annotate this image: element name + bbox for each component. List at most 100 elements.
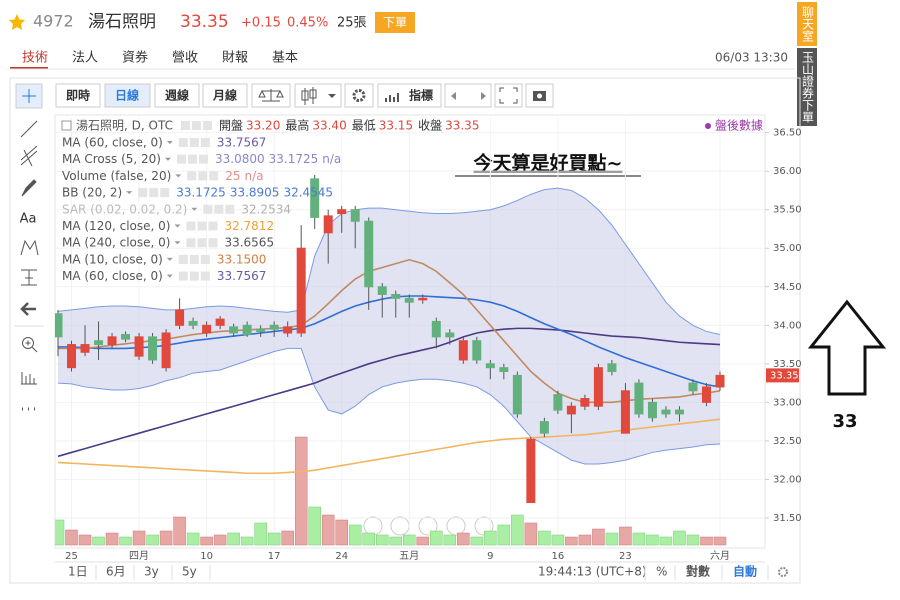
legend-icon[interactable] <box>189 271 199 281</box>
legend-dropdown[interactable] <box>174 224 181 228</box>
tab[interactable]: 基本 <box>272 51 298 66</box>
legend-icon[interactable] <box>200 271 210 281</box>
legend-icon[interactable] <box>178 271 188 281</box>
legend-icon[interactable] <box>189 254 199 264</box>
legend-icon[interactable] <box>187 154 197 164</box>
zoom-in[interactable] <box>390 516 410 536</box>
volume-bar <box>686 534 700 546</box>
legend-icon[interactable] <box>160 188 170 198</box>
volume-bar <box>497 524 511 546</box>
candle-body <box>202 324 212 334</box>
tab[interactable]: 財報 <box>222 51 248 66</box>
x-tick-label: 10 <box>200 551 213 562</box>
daily-button[interactable] <box>104 83 151 108</box>
footer-settings[interactable] <box>778 567 788 577</box>
legend-icon[interactable] <box>198 171 208 181</box>
pattern-tool[interactable] <box>20 239 39 256</box>
legend-dropdown[interactable] <box>175 174 182 178</box>
legend-icon[interactable] <box>178 138 188 147</box>
legend-icon[interactable] <box>138 188 148 198</box>
legend-dropdown[interactable] <box>174 241 181 245</box>
volume-bar <box>632 532 646 546</box>
legend-icon[interactable] <box>186 221 196 231</box>
measure-tool[interactable] <box>21 269 37 286</box>
y-tick-label: 35.00 <box>773 243 802 254</box>
chat-button[interactable] <box>797 2 817 46</box>
range-button[interactable]: 1日 <box>68 565 88 579</box>
legend-icon[interactable] <box>214 204 224 214</box>
volume-bar <box>55 519 65 546</box>
percent-toggle[interactable]: % <box>656 565 667 579</box>
legend-icon[interactable] <box>209 171 219 181</box>
legend-icon[interactable] <box>225 204 235 214</box>
legend-icon[interactable] <box>203 204 213 214</box>
chart-style-button[interactable] <box>294 83 342 108</box>
weekly-button[interactable] <box>154 83 200 108</box>
legend-icon[interactable] <box>189 138 199 147</box>
candle-body <box>121 334 131 340</box>
brush-tool[interactable] <box>21 179 37 197</box>
tab[interactable]: 營收 <box>172 51 198 66</box>
legend-icon[interactable] <box>197 238 207 248</box>
legend-icon[interactable] <box>200 254 210 264</box>
undo-redo-button[interactable] <box>444 83 492 108</box>
timestamp: 06/03 13:30 <box>715 51 788 65</box>
legend-icon[interactable] <box>180 121 190 130</box>
realtime-button[interactable] <box>55 83 101 108</box>
candle-body <box>688 382 698 392</box>
legend-icon[interactable] <box>176 154 186 164</box>
legend-icon[interactable] <box>208 221 218 231</box>
legend-dropdown[interactable] <box>166 257 173 261</box>
plot <box>55 118 765 548</box>
candle-body <box>55 313 63 338</box>
zoom-out[interactable] <box>363 516 383 536</box>
remove-tool[interactable] <box>20 302 36 316</box>
fib-tool[interactable] <box>20 145 38 167</box>
tab[interactable]: 法人 <box>72 51 98 66</box>
legend-icon[interactable] <box>186 238 196 248</box>
legend-icon[interactable] <box>149 188 159 198</box>
legend-dropdown[interactable] <box>166 141 173 144</box>
volume-bar <box>159 530 173 546</box>
monthly-button[interactable] <box>202 83 248 108</box>
auto-toggle[interactable]: 自動 <box>733 564 757 579</box>
after-hours[interactable]: 盤後數據 <box>715 119 763 133</box>
fullscreen-button[interactable] <box>494 83 523 108</box>
ruler-tool[interactable] <box>21 372 37 385</box>
log-toggle[interactable]: 對數 <box>686 564 710 579</box>
reset[interactable] <box>418 516 438 536</box>
legend-icon[interactable] <box>198 154 208 164</box>
star-icon[interactable] <box>9 14 25 30</box>
legend-row-name: MA (60, close, 0) <box>62 136 163 150</box>
legend-dropdown[interactable] <box>164 157 171 161</box>
volume-bar <box>578 534 592 546</box>
legend-icon[interactable] <box>200 138 210 147</box>
scroll-left[interactable] <box>446 516 466 536</box>
scroll-right[interactable] <box>474 516 494 536</box>
range-button[interactable]: 3y <box>144 565 159 579</box>
legend-icon[interactable] <box>197 221 207 231</box>
broker-button[interactable] <box>797 48 817 126</box>
legend-dropdown[interactable] <box>191 207 198 211</box>
legend-icon[interactable] <box>208 238 218 248</box>
range-button[interactable]: 6月 <box>106 565 126 579</box>
legend-icon[interactable] <box>178 254 188 264</box>
legend-icon[interactable] <box>191 121 201 130</box>
legend-toggle[interactable] <box>61 120 72 131</box>
settings-button[interactable] <box>344 83 374 108</box>
tab[interactable]: 資券 <box>122 50 148 66</box>
range-button[interactable]: 5y <box>182 565 197 579</box>
candle-body <box>269 324 279 330</box>
legend-dropdown[interactable] <box>126 191 133 195</box>
text-tool[interactable]: Aa <box>20 212 37 227</box>
y-tick-label: 34.00 <box>773 320 802 331</box>
legend-icon[interactable] <box>187 171 197 181</box>
volume-bar <box>565 536 578 546</box>
legend-dropdown[interactable] <box>166 274 173 278</box>
tab[interactable]: 技術 <box>22 51 48 66</box>
line-tool[interactable] <box>20 120 38 138</box>
legend-icon[interactable] <box>202 121 212 130</box>
zoom-tool[interactable] <box>22 337 34 349</box>
candle-body <box>80 344 90 353</box>
order-button[interactable] <box>375 12 415 33</box>
